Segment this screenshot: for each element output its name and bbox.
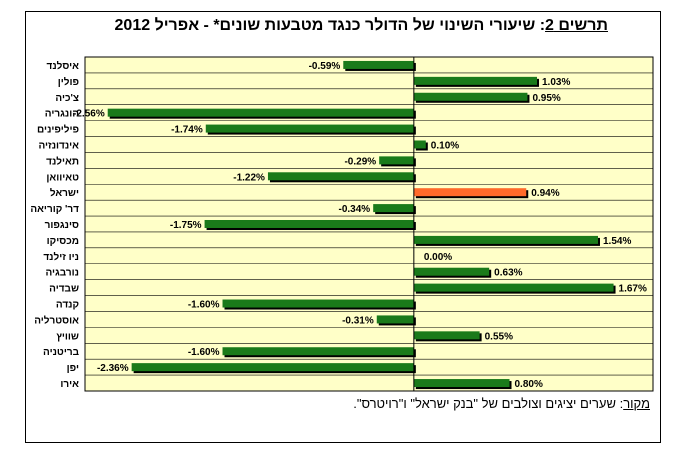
- bar: [376, 315, 414, 324]
- category-label: ניו זילנד: [43, 251, 79, 263]
- source-note: מקור: שערים יציגים וצולבים של "בנק ישראל…: [300, 396, 650, 411]
- data-label: -0.29%: [344, 156, 376, 167]
- category-label: שוויץ: [56, 331, 79, 342]
- data-label: -0.34%: [338, 204, 370, 215]
- category-label: קנדה: [56, 300, 79, 311]
- bar: [413, 76, 538, 85]
- bar: [267, 172, 414, 181]
- category-label: יפן: [67, 363, 79, 374]
- category-label: צ'כיה: [55, 93, 79, 104]
- category-label: שבדיה: [49, 284, 79, 295]
- data-label: 0.94%: [531, 188, 559, 199]
- category-label: טאיוואן: [46, 172, 79, 183]
- chart-title-label: תרשים 2: [545, 17, 608, 34]
- bar: [413, 140, 426, 149]
- category-label: סינגפור: [45, 220, 79, 231]
- category-label: ישראל: [50, 187, 79, 199]
- bar: [343, 60, 414, 69]
- bar: [205, 124, 414, 133]
- data-label: 0.55%: [485, 331, 513, 342]
- bar: [131, 363, 414, 372]
- source-text: : שערים יציגים וצולבים של "בנק ישראל" ו"…: [353, 396, 624, 411]
- data-label: -1.60%: [188, 300, 220, 311]
- bar: [373, 204, 414, 213]
- bar: [413, 92, 528, 101]
- data-label: -2.36%: [97, 363, 129, 374]
- data-label: 0.00%: [424, 252, 452, 263]
- data-label: 1.67%: [619, 284, 647, 295]
- bar: [413, 379, 510, 388]
- bar: [379, 156, 414, 165]
- bar: [222, 299, 414, 308]
- chart-title-text: : שיעורי השינוי של הדולר כנגד מטבעות שונ…: [114, 17, 546, 34]
- data-label: -1.60%: [188, 347, 220, 358]
- category-label: דר' קוריאה: [30, 204, 79, 215]
- data-label: -0.59%: [309, 61, 341, 72]
- data-label: -0.31%: [342, 315, 374, 326]
- category-label: פולין: [58, 76, 79, 88]
- data-label: -1.75%: [170, 220, 202, 231]
- bar: [107, 108, 414, 117]
- category-label: איסלנד: [47, 60, 80, 72]
- data-label: -1.22%: [233, 172, 265, 183]
- data-label: 1.54%: [603, 236, 631, 247]
- data-label: 0.63%: [494, 268, 522, 279]
- bar: [413, 267, 490, 276]
- bar: [413, 283, 614, 292]
- data-label: 1.03%: [542, 77, 570, 88]
- bar: [222, 347, 414, 356]
- category-label: הונגריה: [45, 109, 79, 120]
- category-label: פיליפינים: [37, 124, 79, 136]
- source-label: מקור: [623, 396, 650, 411]
- bar-highlight: [413, 188, 527, 197]
- data-label: 0.80%: [515, 379, 543, 390]
- category-label: אוסטרליה: [34, 314, 79, 326]
- data-label: 0.10%: [431, 140, 459, 151]
- category-label: נורבגיה: [45, 268, 79, 279]
- bar: [413, 331, 480, 340]
- category-label: אינדונזיה: [38, 140, 79, 151]
- data-label: -1.74%: [171, 125, 203, 136]
- bar: [204, 220, 414, 228]
- bar: [413, 235, 598, 244]
- data-label: -2.56%: [73, 109, 105, 120]
- category-label: בריטניה: [43, 347, 80, 358]
- data-label: 0.95%: [532, 93, 560, 104]
- category-label: תאילנד: [46, 155, 79, 167]
- category-label: מכסיקו: [47, 236, 79, 247]
- category-label: אירו: [60, 379, 79, 390]
- chart-title: תרשים 2: שיעורי השינוי של הדולר כנגד מטב…: [25, 17, 608, 35]
